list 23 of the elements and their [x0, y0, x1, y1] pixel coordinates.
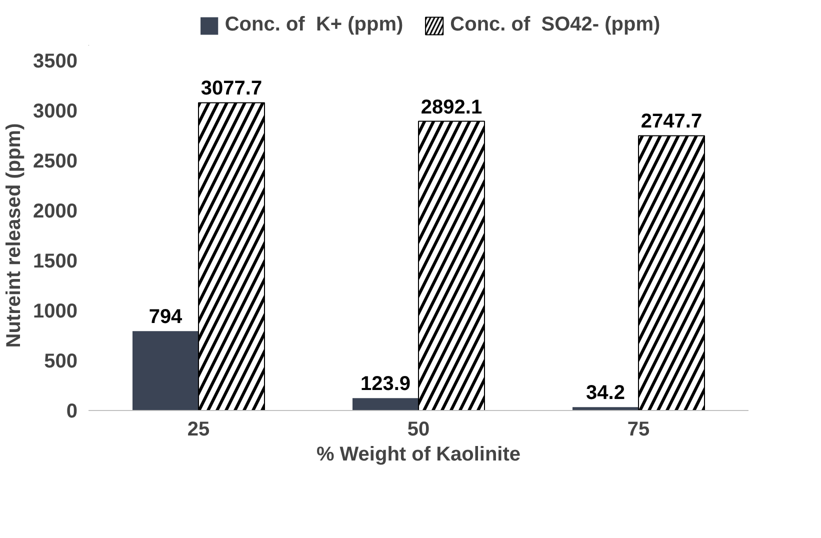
data-label: 123.9 [360, 373, 411, 396]
data-label: 2892.1 [420, 96, 482, 118]
y-tick-label: 2000 [33, 200, 78, 222]
x-axis-title: % Weight of Kaolinite [316, 444, 521, 466]
legend-label: Conc. of SO42- (ppm) [450, 14, 660, 36]
legend-label: Conc. of K+ (ppm) [224, 14, 404, 36]
bar [352, 398, 418, 410]
y-tick-label: 3500 [33, 50, 78, 72]
bar [132, 331, 198, 410]
data-label: 34.2 [586, 382, 625, 404]
x-tick-label: 50 [407, 418, 430, 440]
y-tick-label: 1500 [33, 250, 78, 272]
x-tick-label: 75 [627, 418, 650, 440]
y-axis-title: Nutreint released (ppm) [3, 123, 26, 348]
y-tick-label: 2500 [33, 150, 78, 172]
x-tick-label: 25 [187, 418, 210, 440]
data-label: 2747.7 [640, 110, 702, 133]
y-tick-label: 3000 [33, 100, 78, 122]
data-label: 794 [148, 306, 184, 328]
y-tick-label: 0 [66, 400, 78, 422]
y-tick-label: 500 [44, 350, 78, 372]
data-label: 3077.7 [200, 78, 262, 100]
y-tick-label: 1000 [33, 300, 78, 322]
